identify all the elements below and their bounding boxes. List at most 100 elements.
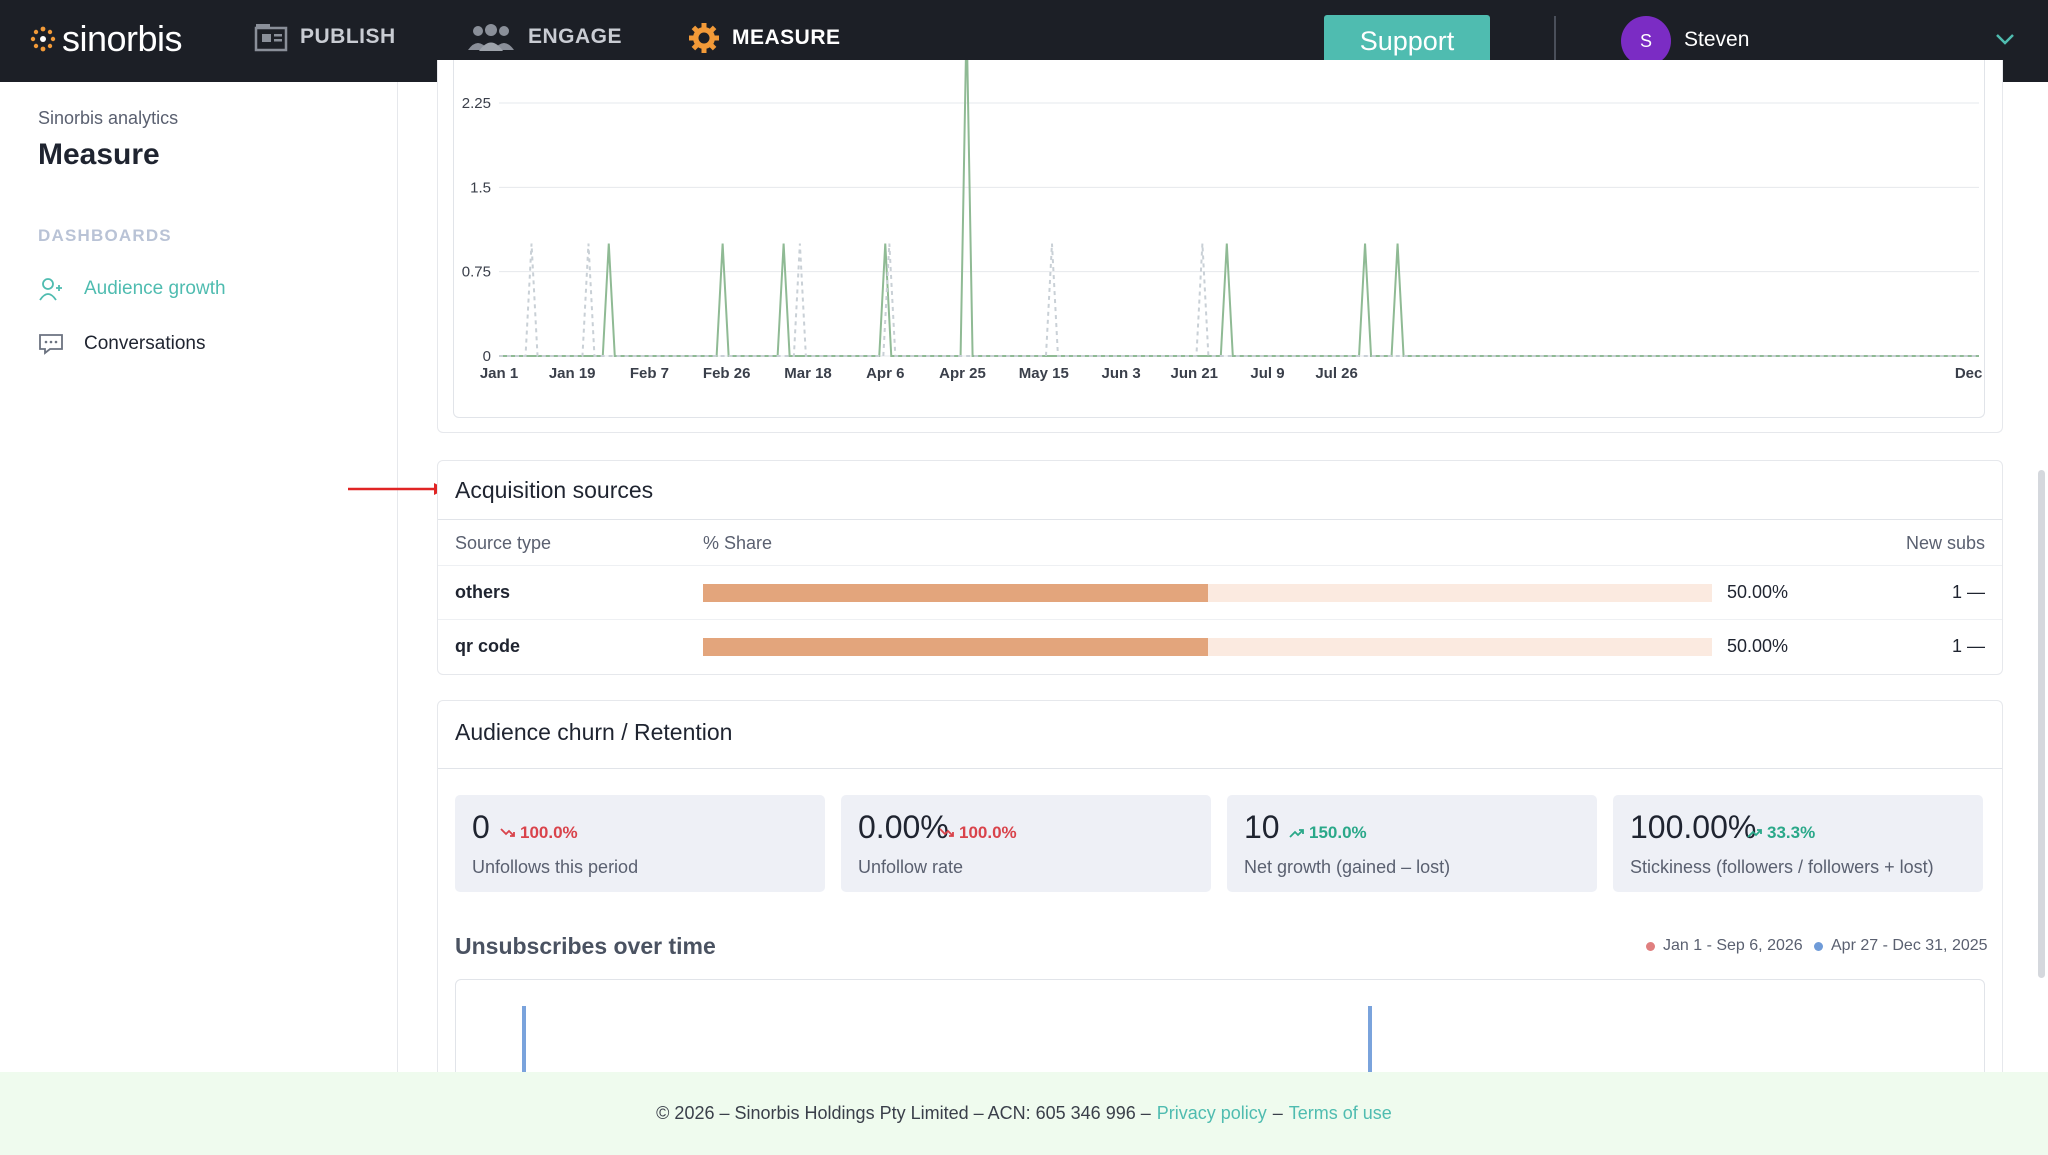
sidebar: Sinorbis analytics Measure DASHBOARDS Au… [0, 82, 398, 1072]
unsubscribe-bar [1368, 1006, 1372, 1126]
sidebar-item-label: Audience growth [84, 278, 226, 299]
kpi-delta-text: 150.0% [1309, 823, 1367, 842]
x-tick-label: May 15 [1019, 365, 1069, 382]
series-line-current [499, 18, 1979, 357]
x-tick-label: Dec 31 [1955, 365, 1986, 382]
share-bar [703, 638, 1712, 656]
audience-icon [39, 278, 62, 301]
x-tick-label: Jan 19 [549, 365, 596, 382]
share-bar [703, 584, 1712, 602]
nav-publish-label: PUBLISH [300, 25, 396, 48]
engage-icon [468, 24, 514, 51]
nav-publish[interactable]: PUBLISH [254, 22, 396, 52]
x-tick-label: Mar 18 [784, 365, 832, 382]
x-tick-label: Jan 1 [480, 365, 518, 382]
nav-measure[interactable]: MEASURE [688, 22, 841, 54]
nav-engage-label: ENGAGE [528, 25, 623, 48]
chevron-down-icon[interactable] [1994, 28, 2016, 50]
kpi-value: 100.00% [1630, 809, 1757, 845]
x-tick-label: Feb 26 [703, 365, 751, 382]
y-tick-label: 2.25 [462, 95, 491, 112]
source-type-cell: qr code [455, 636, 521, 656]
nav-engage[interactable]: ENGAGE [466, 22, 622, 52]
trend-down-icon [939, 828, 954, 837]
column-header-new-subs[interactable]: New subs [1905, 533, 1985, 553]
acquisition-sources-card: Acquisition sources Source type % Share … [437, 460, 2003, 675]
breadcrumb[interactable]: Sinorbis analytics [38, 108, 179, 128]
audience-growth-chart-frame: 0 0.75 1.5 2.25 Jan 1 Jan 19 Feb 7 Feb 26 Mar 18… [453, 18, 2003, 418]
nav-measure-label: MEASURE [732, 26, 841, 49]
kpi-label: Unfollows this period [472, 857, 639, 877]
x-tick-label: Jul 9 [1250, 365, 1284, 382]
sidebar-item-label: Conversations [84, 333, 206, 354]
x-tick-label: Apr 6 [866, 365, 904, 382]
trend-up-icon [1289, 829, 1304, 838]
legend-dot [1814, 941, 1823, 951]
divider [438, 565, 2002, 566]
sidebar-item-audience-growth[interactable]: Audience growth [38, 276, 226, 302]
sidebar-section-label: DASHBOARDS [38, 226, 172, 245]
x-tick-label: Feb 7 [630, 365, 669, 382]
x-tick-label: Jun 21 [1171, 365, 1219, 382]
kpi-delta: 33.3% [1747, 823, 1815, 843]
page-scrollbar[interactable] [2038, 470, 2045, 978]
new-subs-cell: 1 — [1951, 636, 1985, 656]
brand-name: sinorbis [62, 18, 183, 59]
kpi-label: Net growth (gained – lost) [1244, 857, 1451, 877]
kpi-delta: 150.0% [1289, 823, 1367, 843]
share-bar-fill [703, 638, 1208, 656]
kpi-unfollow-rate: 0.00% 100.0% Unfollow rate [841, 795, 1211, 892]
footer-copyright: © 2026 – Sinorbis Holdings Pty Limited –… [656, 1103, 1151, 1123]
kpi-delta: 100.0% [500, 823, 578, 843]
user-name[interactable]: Steven [1684, 28, 1750, 51]
sidebar-item-conversations[interactable]: Conversations [38, 332, 205, 356]
avatar[interactable]: S [1621, 16, 1671, 66]
unsubscribe-bar [522, 1006, 526, 1126]
share-bar-fill [703, 584, 1208, 602]
x-tick-label: Jul 26 [1315, 365, 1358, 382]
x-tick-label: Apr 25 [939, 365, 986, 382]
privacy-policy-link[interactable]: Privacy policy [1156, 1103, 1267, 1123]
publish-icon [254, 24, 288, 52]
column-header-source-type[interactable]: Source type [455, 533, 552, 553]
kpi-stickiness: 100.00% 33.3% Stickiness (followers / fo… [1613, 795, 1983, 892]
y-tick-label: 1.5 [470, 179, 491, 196]
x-tick-label: Jun 3 [1101, 365, 1140, 382]
audience-churn-title: Audience churn / Retention [455, 719, 733, 745]
trend-down-icon [500, 828, 515, 837]
audience-growth-card: 0 0.75 1.5 2.25 Jan 1 Jan 19 Feb 7 Feb 26 Mar 18… [437, 18, 2003, 433]
legend-label: Jan 1 - Sep 6, 2026 [1663, 937, 1803, 954]
divider [438, 768, 2002, 769]
trend-up-icon [1747, 829, 1762, 838]
audience-churn-card: Audience churn / Retention 0 100.0% Unfo… [437, 700, 2003, 1126]
page-title: Measure [38, 138, 160, 171]
y-tick-label: 0.75 [462, 264, 491, 281]
support-button[interactable]: Support [1324, 15, 1490, 67]
audience-growth-chart: 0 0.75 1.5 2.25 Jan 1 Jan 19 Feb 7 Feb 26 Mar 18… [462, 18, 2003, 382]
series-line-previous [499, 243, 1979, 357]
kpi-delta-text: 100.0% [959, 823, 1017, 842]
divider [438, 519, 2002, 520]
brand-logo[interactable]: sinorbis [30, 18, 183, 60]
y-tick-label: 0 [483, 348, 491, 365]
nav-divider [1554, 16, 1556, 66]
sinorbis-logo-icon [30, 26, 56, 52]
divider [438, 619, 2002, 620]
legend-item-previous[interactable]: Apr 27 - Dec 31, 2025 [1814, 937, 1988, 955]
legend-dot [1646, 941, 1655, 951]
acquisition-sources-title: Acquisition sources [455, 477, 654, 503]
new-subs-cell: 1 — [1951, 582, 1985, 602]
kpi-delta: 100.0% [939, 823, 1017, 843]
footer-separator: – [1272, 1103, 1283, 1123]
unsubscribes-title: Unsubscribes over time [455, 933, 716, 959]
kpi-value: 0 [472, 809, 490, 845]
column-header-share[interactable]: % Share [703, 533, 773, 553]
legend-item-current[interactable]: Jan 1 - Sep 6, 2026 [1646, 937, 1803, 955]
source-type-cell: others [455, 582, 511, 602]
terms-of-use-link[interactable]: Terms of use [1288, 1103, 1392, 1123]
measure-gear-icon [689, 23, 719, 53]
arrow-right-icon [348, 483, 446, 495]
kpi-unfollows: 0 100.0% Unfollows this period [455, 795, 825, 892]
share-percent: 50.00% [1727, 636, 1789, 656]
kpi-value: 10 [1244, 809, 1280, 845]
